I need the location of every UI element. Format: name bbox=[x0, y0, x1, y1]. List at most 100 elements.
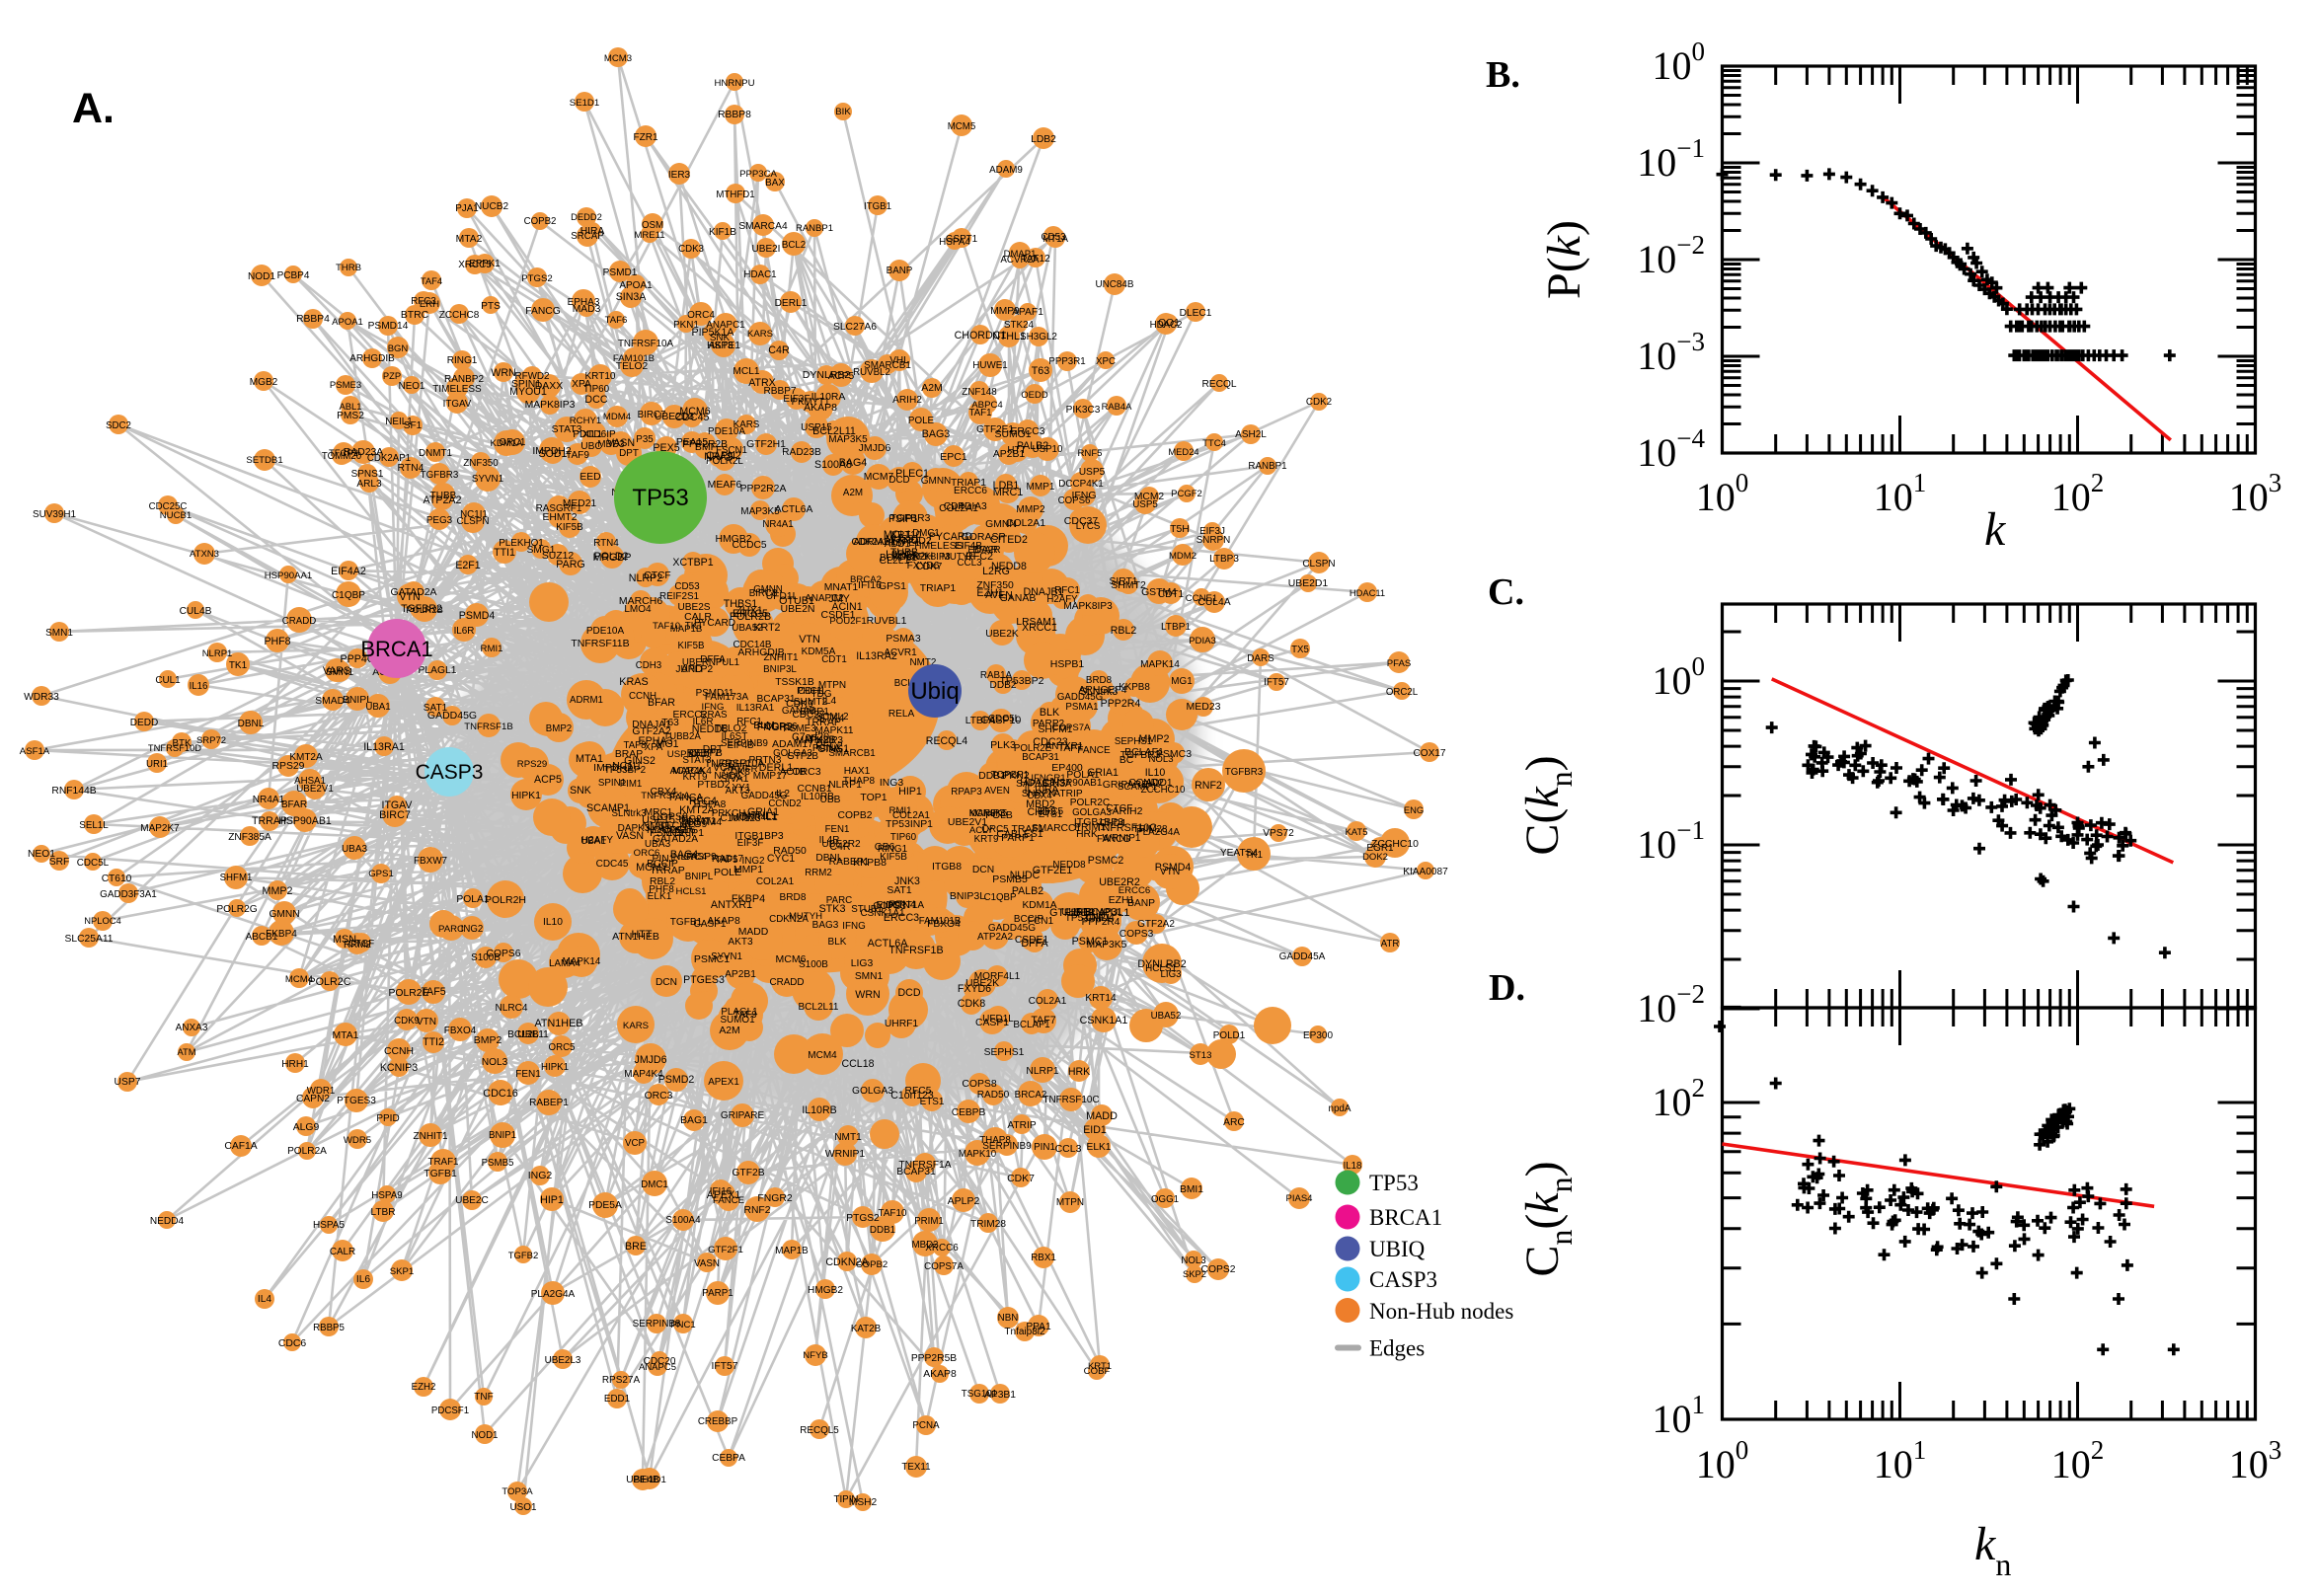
svg-text:CCL3: CCL3 bbox=[957, 558, 982, 569]
svg-text:GPS1: GPS1 bbox=[368, 869, 394, 879]
svg-text:BAG3: BAG3 bbox=[922, 428, 951, 440]
svg-text:SHFM1: SHFM1 bbox=[1039, 724, 1073, 735]
svg-text:T63: T63 bbox=[1032, 365, 1049, 377]
svg-text:MDM2: MDM2 bbox=[1169, 551, 1197, 562]
svg-text:PIN1: PIN1 bbox=[1034, 1142, 1055, 1153]
svg-text:MAPK14: MAPK14 bbox=[1140, 659, 1180, 670]
svg-text:APOA1: APOA1 bbox=[332, 317, 363, 328]
svg-text:EPPK1: EPPK1 bbox=[469, 259, 500, 269]
svg-text:PSMB5: PSMB5 bbox=[992, 874, 1028, 885]
svg-text:POLR2H: POLR2H bbox=[485, 894, 526, 906]
svg-text:RMI1: RMI1 bbox=[889, 805, 912, 816]
svg-text:TOP1: TOP1 bbox=[860, 792, 887, 803]
svg-text:ZCCHC8: ZCCHC8 bbox=[439, 310, 480, 321]
svg-text:COPB2: COPB2 bbox=[524, 216, 557, 227]
svg-text:SEPHS1: SEPHS1 bbox=[1115, 736, 1152, 747]
svg-text:COPS8: COPS8 bbox=[962, 1079, 996, 1090]
svg-text:CUL1: CUL1 bbox=[155, 675, 181, 686]
svg-text:MAP2K7: MAP2K7 bbox=[140, 823, 180, 834]
svg-text:PPID: PPID bbox=[376, 1113, 399, 1124]
svg-text:ELK1: ELK1 bbox=[1087, 1142, 1112, 1153]
svg-text:GMNN: GMNN bbox=[269, 909, 299, 920]
svg-text:WDR33: WDR33 bbox=[24, 692, 59, 703]
svg-text:CDC14B: CDC14B bbox=[733, 640, 772, 650]
svg-text:BCL2: BCL2 bbox=[782, 240, 806, 251]
svg-text:PARG: PARG bbox=[556, 559, 585, 570]
svg-text:MMP2: MMP2 bbox=[1016, 504, 1045, 515]
svg-text:COPB2: COPB2 bbox=[838, 810, 873, 821]
svg-text:S100B: S100B bbox=[471, 952, 501, 963]
svg-text:XCTBP1: XCTBP1 bbox=[672, 557, 713, 569]
svg-text:UBE2L3: UBE2L3 bbox=[545, 1355, 581, 1366]
svg-text:MTA1: MTA1 bbox=[333, 1030, 359, 1041]
svg-text:RNF2: RNF2 bbox=[744, 1205, 771, 1216]
svg-text:TELO2: TELO2 bbox=[616, 361, 649, 372]
svg-text:THAP8: THAP8 bbox=[979, 1135, 1011, 1146]
svg-text:MAP1B: MAP1B bbox=[775, 1246, 809, 1256]
svg-text:GSPT1: GSPT1 bbox=[946, 234, 978, 245]
svg-text:DCCP4K1: DCCP4K1 bbox=[1058, 479, 1104, 490]
svg-text:POLR2C: POLR2C bbox=[308, 976, 350, 988]
svg-text:BCAP31: BCAP31 bbox=[1022, 752, 1059, 763]
svg-text:LDB2: LDB2 bbox=[1031, 134, 1056, 145]
svg-text:TGFBR3: TGFBR3 bbox=[890, 513, 931, 524]
svg-text:Edges: Edges bbox=[1369, 1336, 1425, 1361]
svg-text:UBE2I: UBE2I bbox=[752, 244, 781, 255]
svg-text:CDC6: CDC6 bbox=[278, 1338, 307, 1349]
svg-text:SAT1: SAT1 bbox=[424, 703, 448, 714]
svg-text:TNFRSF10C: TNFRSF10C bbox=[1042, 1095, 1099, 1105]
svg-text:GANAB: GANAB bbox=[782, 706, 816, 717]
svg-text:ADRM1: ADRM1 bbox=[570, 695, 603, 706]
svg-text:BMI1: BMI1 bbox=[1180, 1184, 1203, 1195]
svg-text:PARP1: PARP1 bbox=[702, 1288, 733, 1299]
svg-text:RECQL: RECQL bbox=[1201, 379, 1236, 390]
svg-text:ACP5: ACP5 bbox=[534, 774, 562, 786]
svg-text:PDCSF1: PDCSF1 bbox=[431, 1406, 469, 1416]
svg-text:NLRC4: NLRC4 bbox=[673, 851, 708, 863]
svg-text:CEBPB: CEBPB bbox=[952, 1107, 986, 1118]
svg-text:PPP2R4: PPP2R4 bbox=[1101, 698, 1141, 710]
svg-text:UHRF1: UHRF1 bbox=[885, 1019, 919, 1029]
svg-text:A2M: A2M bbox=[843, 488, 863, 498]
svg-text:BIRC7: BIRC7 bbox=[638, 410, 666, 420]
svg-text:MAP3K5: MAP3K5 bbox=[828, 434, 868, 445]
svg-text:USP5: USP5 bbox=[1079, 467, 1106, 478]
svg-text:HIP1: HIP1 bbox=[898, 786, 922, 798]
svg-text:FANCG: FANCG bbox=[1097, 834, 1130, 845]
svg-text:LDB1: LDB1 bbox=[993, 480, 1020, 492]
svg-text:UBE2K: UBE2K bbox=[985, 629, 1019, 640]
svg-text:PFAS: PFAS bbox=[1387, 658, 1412, 669]
svg-text:NRAS: NRAS bbox=[704, 451, 733, 463]
svg-text:EIF3J: EIF3J bbox=[1199, 526, 1225, 537]
svg-text:KRT10: KRT10 bbox=[891, 530, 922, 541]
svg-text:MMP2: MMP2 bbox=[263, 885, 293, 897]
svg-text:AP2B1: AP2B1 bbox=[725, 969, 756, 980]
svg-text:TOMM20: TOMM20 bbox=[322, 451, 362, 462]
svg-text:RANBP1: RANBP1 bbox=[796, 223, 833, 234]
svg-text:POLR2B: POLR2B bbox=[730, 611, 771, 623]
svg-text:BCAP31: BCAP31 bbox=[1085, 907, 1121, 918]
svg-text:TRAF1: TRAF1 bbox=[427, 1157, 458, 1168]
svg-text:CRADD: CRADD bbox=[769, 977, 804, 988]
svg-text:COPS3: COPS3 bbox=[1119, 929, 1154, 940]
svg-text:ZCCHC10: ZCCHC10 bbox=[1371, 839, 1419, 850]
svg-text:TGFBR3: TGFBR3 bbox=[421, 470, 459, 481]
svg-text:MCM3: MCM3 bbox=[604, 53, 632, 64]
svg-text:RNF144B: RNF144B bbox=[51, 786, 96, 797]
svg-text:DCD: DCD bbox=[898, 987, 921, 999]
svg-text:SAT1: SAT1 bbox=[887, 885, 911, 896]
svg-text:CDC45: CDC45 bbox=[596, 859, 629, 870]
svg-text:KRAS: KRAS bbox=[619, 676, 648, 688]
svg-text:CLSPN: CLSPN bbox=[457, 516, 490, 527]
svg-text:ASH2L: ASH2L bbox=[1235, 429, 1267, 440]
svg-text:SNK: SNK bbox=[570, 785, 591, 797]
svg-text:MCM4: MCM4 bbox=[808, 1050, 837, 1061]
svg-text:DMC1: DMC1 bbox=[641, 1179, 667, 1190]
svg-text:MT1A: MT1A bbox=[1042, 234, 1068, 245]
svg-text:TK1: TK1 bbox=[1245, 850, 1263, 861]
svg-text:ASF1A: ASF1A bbox=[20, 746, 50, 757]
svg-text:SYVN1: SYVN1 bbox=[472, 474, 503, 485]
svg-text:ADD1: ADD1 bbox=[1145, 778, 1173, 789]
svg-text:ITGB8: ITGB8 bbox=[932, 862, 962, 873]
svg-text:P(k): P(k) bbox=[1538, 220, 1590, 299]
